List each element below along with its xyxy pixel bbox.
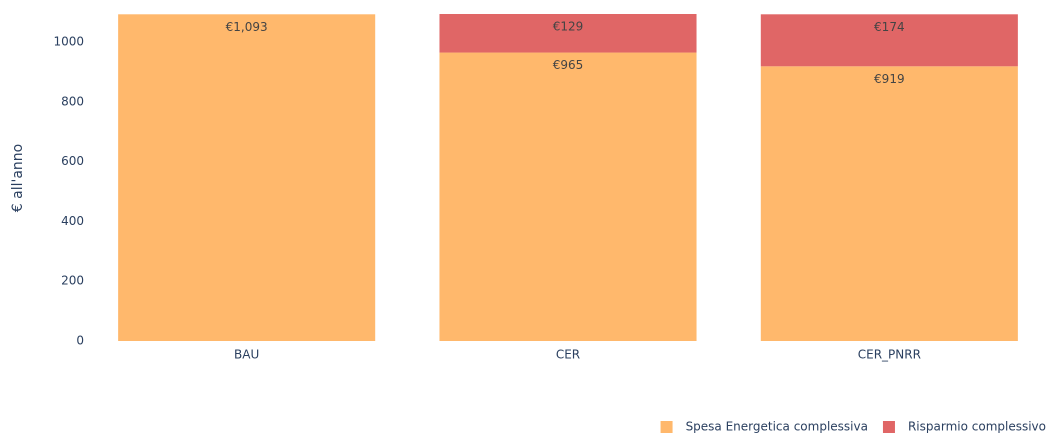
data-label: €129	[553, 20, 584, 34]
bar-segment	[439, 52, 697, 341]
data-label: €965	[553, 58, 584, 72]
y-tick-label: 200	[61, 274, 84, 288]
x-tick-label: BAU	[234, 348, 259, 362]
data-label: €174	[874, 20, 905, 34]
bar-segment	[439, 14, 697, 53]
bar-segment	[760, 14, 1018, 67]
bar-segment	[118, 14, 376, 342]
y-axis-title: € all'anno	[10, 144, 26, 212]
y-tick-label: 1000	[53, 35, 84, 49]
y-tick-label: 400	[61, 214, 84, 228]
legend-label: Risparmio complessivo	[908, 420, 1046, 434]
bar-segment	[760, 66, 1018, 341]
x-tick-label: CER_PNRR	[858, 348, 921, 362]
data-label: €919	[874, 72, 905, 86]
y-tick-label: 800	[61, 94, 84, 108]
y-tick-label: 600	[61, 154, 84, 168]
legend-swatch	[660, 421, 673, 433]
legend-swatch	[882, 421, 895, 433]
legend-label: Spesa Energetica complessiva	[686, 420, 868, 434]
x-tick-label: CER	[556, 348, 580, 362]
data-label: €1,093	[226, 20, 268, 34]
y-tick-label: 0	[76, 334, 84, 348]
